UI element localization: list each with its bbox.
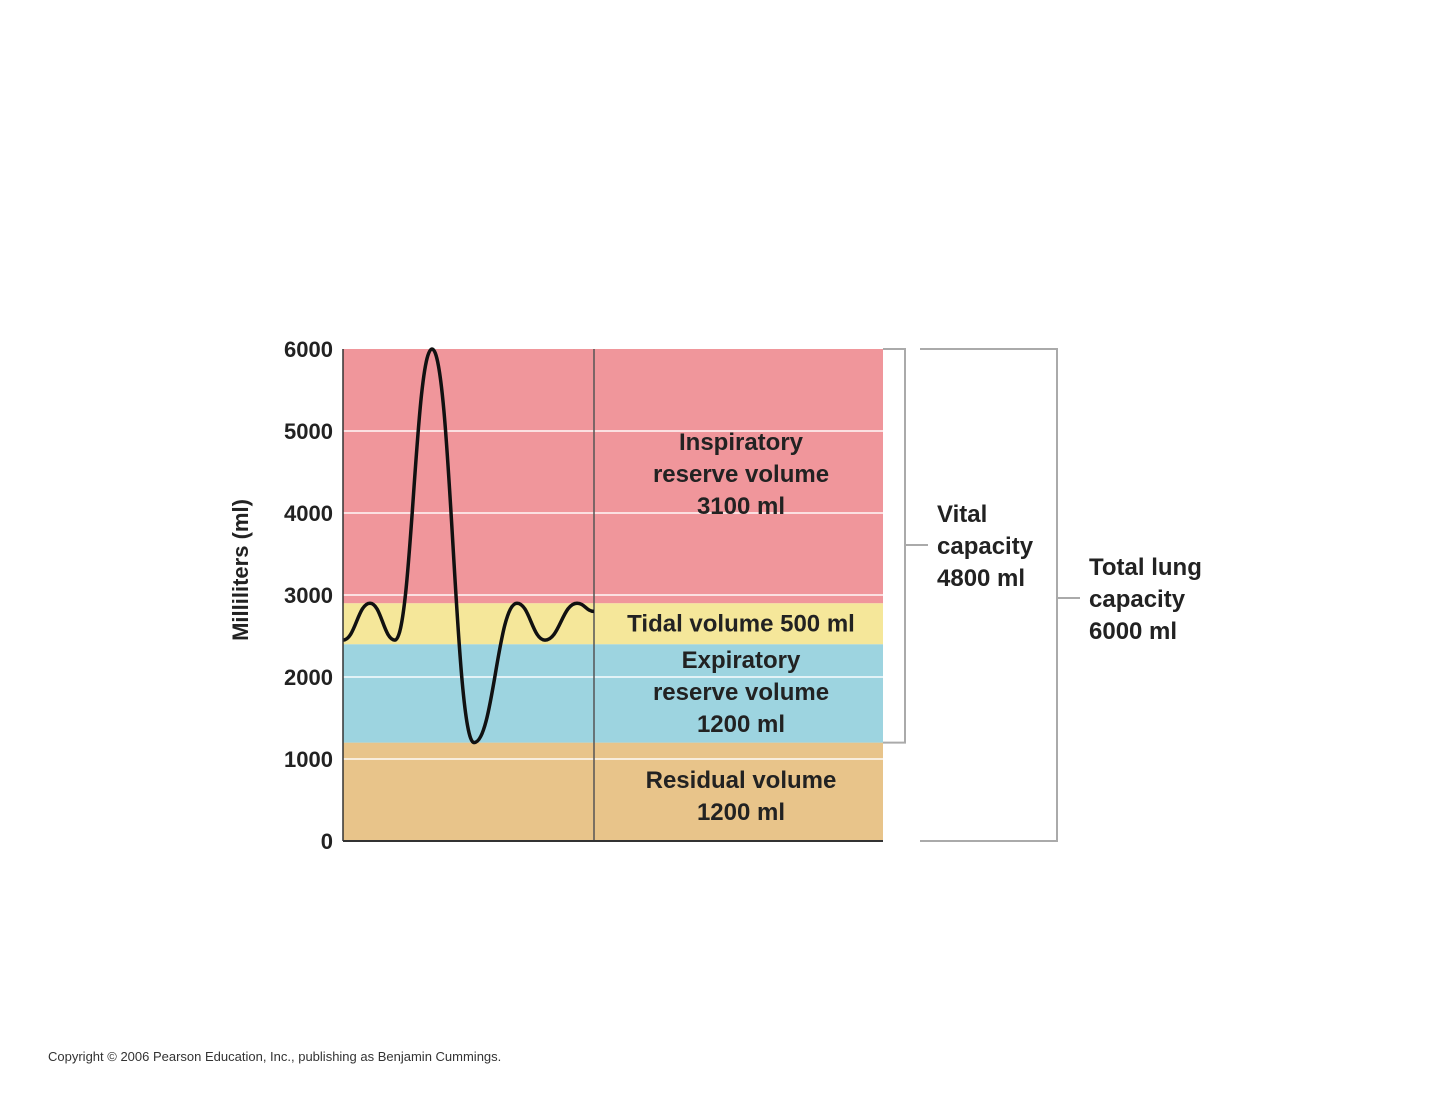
band-label-expiratory-reserve: 1200 ml <box>697 711 785 738</box>
y-axis-label: Milliliters (ml) <box>228 499 253 641</box>
band-label-residual: 1200 ml <box>697 799 785 826</box>
band-expiratory-reserve <box>343 644 883 743</box>
y-tick-label: 1000 <box>284 747 333 772</box>
band-label-expiratory-reserve: Expiratory <box>682 647 801 674</box>
vital-capacity-bracket <box>883 348 928 744</box>
y-tick-label: 2000 <box>284 665 333 690</box>
bracket-label-total-lung-capacity: 6000 ml <box>1089 618 1177 645</box>
bracket-label-total-lung-capacity: capacity <box>1089 586 1186 613</box>
copyright-text: Copyright © 2006 Pearson Education, Inc.… <box>48 1049 501 1064</box>
y-tick-label: 0 <box>321 829 333 854</box>
band-label-inspiratory-reserve: Inspiratory <box>679 429 804 456</box>
band-label-inspiratory-reserve: reserve volume <box>653 461 829 488</box>
total-lung-capacity-bracket <box>920 348 1080 842</box>
y-tick-label: 3000 <box>284 583 333 608</box>
band-tidal <box>343 603 883 645</box>
y-tick-label: 5000 <box>284 419 333 444</box>
bracket-label-vital-capacity: 4800 ml <box>937 565 1025 592</box>
band-label-inspiratory-reserve: 3100 ml <box>697 493 785 520</box>
bracket-label-total-lung-capacity: Total lung <box>1089 554 1202 581</box>
band-label-expiratory-reserve: reserve volume <box>653 679 829 706</box>
spirometer-trace <box>342 347 595 745</box>
band-inspiratory-reserve <box>343 349 883 604</box>
band-label-residual: Residual volume <box>646 767 837 794</box>
y-tick-label: 4000 <box>284 501 333 526</box>
bracket-label-vital-capacity: Vital <box>937 501 987 528</box>
bracket-label-vital-capacity: capacity <box>937 533 1034 560</box>
y-tick-label: 6000 <box>284 337 333 362</box>
band-label-tidal: Tidal volume 500 ml <box>627 611 855 638</box>
